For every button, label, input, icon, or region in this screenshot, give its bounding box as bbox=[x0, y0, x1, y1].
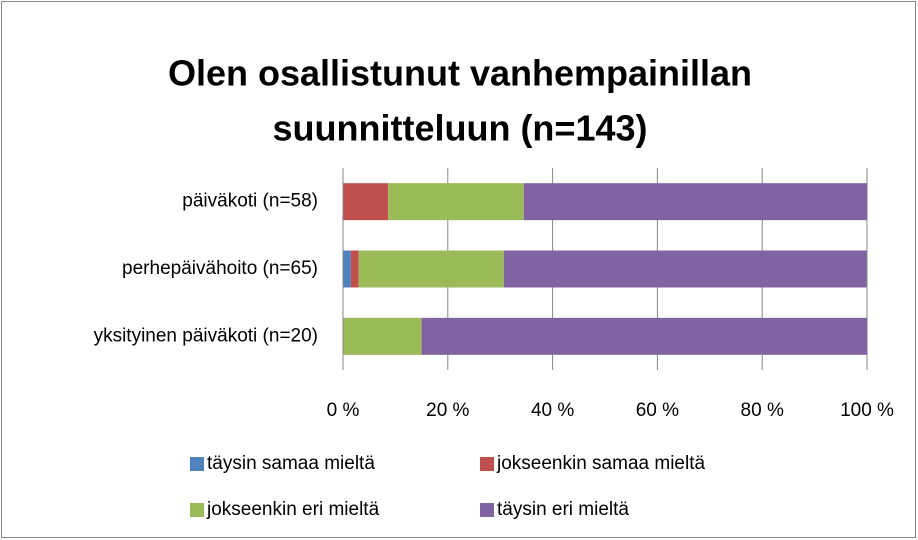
x-tick-label: 60 % bbox=[636, 400, 679, 421]
bar-segment bbox=[523, 183, 867, 221]
y-tick-label: päiväkoti (n=58) bbox=[182, 191, 318, 212]
bar-segment bbox=[503, 250, 867, 288]
y-tick-label: yksityinen päiväkoti (n=20) bbox=[94, 325, 318, 346]
legend-swatch bbox=[190, 457, 204, 471]
legend-swatch bbox=[480, 503, 494, 517]
chart-title: suunnitteluun (n=143) bbox=[272, 108, 647, 149]
bar-segment bbox=[358, 250, 504, 288]
legend-swatch bbox=[190, 503, 204, 517]
x-tick-label: 40 % bbox=[531, 400, 574, 421]
bar-segment bbox=[388, 183, 524, 221]
x-tick-label: 0 % bbox=[327, 400, 360, 421]
legend-label: jokseenkin eri mieltä bbox=[206, 499, 380, 520]
bar-segment bbox=[421, 317, 867, 355]
x-tick-label: 80 % bbox=[741, 400, 784, 421]
bar-segment bbox=[350, 250, 359, 288]
bar-segment bbox=[343, 250, 351, 288]
legend-label: jokseenkin samaa mieltä bbox=[496, 453, 705, 474]
bar-segment bbox=[343, 183, 389, 221]
legend-label: täysin eri mieltä bbox=[497, 499, 629, 520]
chart-title: Olen osallistunut vanhempainillan bbox=[168, 53, 752, 94]
x-tick-label: 100 % bbox=[840, 400, 894, 421]
x-tick-label: 20 % bbox=[426, 400, 469, 421]
bar-segment bbox=[343, 317, 422, 355]
legend-swatch bbox=[480, 457, 494, 471]
y-tick-label: perhepäivähoito (n=65) bbox=[122, 258, 318, 279]
legend-label: täysin samaa mieltä bbox=[207, 453, 375, 474]
